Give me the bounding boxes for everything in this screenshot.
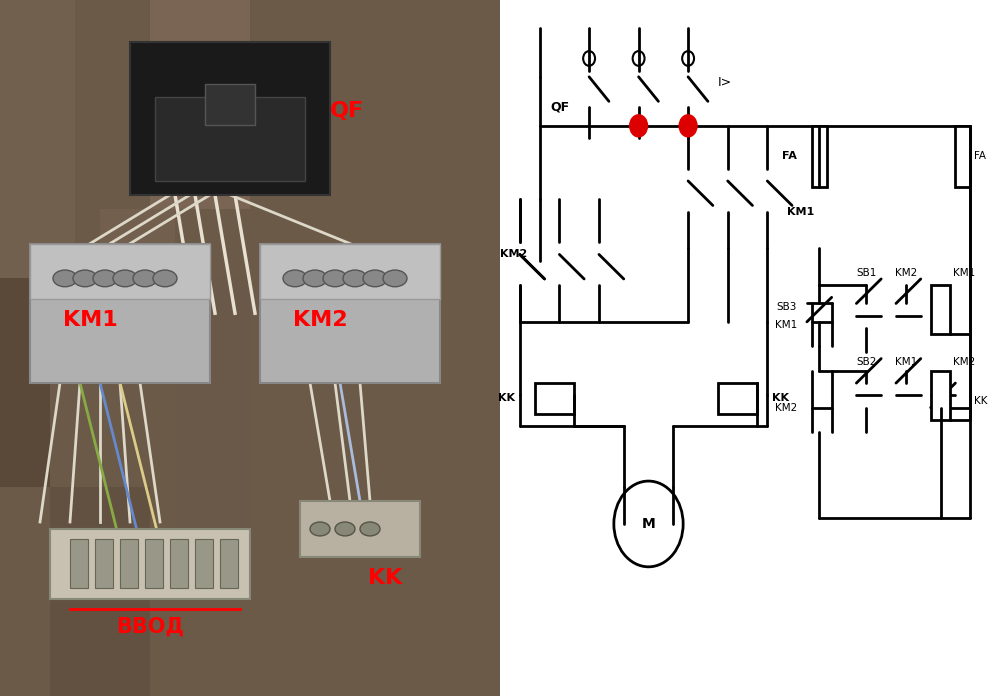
Text: SB2: SB2 bbox=[856, 356, 876, 367]
Bar bbox=[130, 42, 330, 195]
Circle shape bbox=[93, 270, 117, 287]
Bar bbox=[100, 209, 175, 348]
Circle shape bbox=[113, 270, 137, 287]
Circle shape bbox=[383, 270, 407, 287]
Bar bbox=[50, 487, 150, 696]
Circle shape bbox=[363, 270, 387, 287]
Text: SB1: SB1 bbox=[856, 268, 876, 278]
Ellipse shape bbox=[630, 115, 648, 137]
Text: KM2: KM2 bbox=[293, 310, 347, 330]
Text: KM1: KM1 bbox=[63, 310, 117, 330]
Text: I>: I> bbox=[718, 77, 732, 90]
Bar bbox=[70, 539, 88, 588]
Circle shape bbox=[303, 270, 327, 287]
Bar bbox=[145, 539, 163, 588]
Bar bbox=[260, 244, 440, 299]
Circle shape bbox=[310, 522, 330, 536]
Bar bbox=[0, 0, 75, 278]
Bar bbox=[931, 371, 950, 420]
Bar bbox=[30, 244, 210, 383]
Circle shape bbox=[153, 270, 177, 287]
Text: FA: FA bbox=[974, 152, 986, 161]
Circle shape bbox=[343, 270, 367, 287]
Ellipse shape bbox=[679, 115, 697, 137]
Bar bbox=[155, 97, 305, 181]
Circle shape bbox=[323, 270, 347, 287]
Circle shape bbox=[335, 522, 355, 536]
Text: QF: QF bbox=[550, 101, 569, 114]
Circle shape bbox=[360, 522, 380, 536]
Text: KK: KK bbox=[368, 568, 402, 587]
Bar bbox=[50, 529, 250, 599]
Circle shape bbox=[283, 270, 307, 287]
Circle shape bbox=[133, 270, 157, 287]
Bar bbox=[175, 278, 250, 557]
Bar bbox=[150, 0, 250, 209]
Text: M: M bbox=[642, 517, 655, 531]
Bar bbox=[205, 84, 255, 125]
Bar bbox=[95, 539, 113, 588]
Circle shape bbox=[73, 270, 97, 287]
Text: KM2: KM2 bbox=[895, 268, 917, 278]
Bar bbox=[0, 278, 50, 487]
Bar bbox=[535, 383, 574, 413]
Text: QF: QF bbox=[330, 102, 364, 121]
Text: KM2: KM2 bbox=[775, 402, 797, 413]
Circle shape bbox=[53, 270, 77, 287]
Text: KM2: KM2 bbox=[953, 356, 975, 367]
Bar bbox=[812, 126, 827, 187]
Text: ВВОД: ВВОД bbox=[116, 617, 184, 636]
Bar bbox=[955, 126, 970, 187]
Text: KK: KK bbox=[772, 393, 789, 404]
Bar bbox=[120, 539, 138, 588]
Bar bbox=[500, 0, 1000, 696]
Bar bbox=[170, 539, 188, 588]
Text: KM1: KM1 bbox=[775, 320, 797, 330]
Bar bbox=[931, 285, 950, 334]
Text: KM1: KM1 bbox=[787, 207, 814, 216]
Bar bbox=[30, 244, 210, 299]
Bar bbox=[0, 0, 500, 696]
Bar bbox=[260, 244, 440, 383]
Text: KK: KK bbox=[974, 397, 987, 406]
Text: KM1: KM1 bbox=[953, 268, 975, 278]
Text: SB3: SB3 bbox=[777, 301, 797, 312]
Bar bbox=[220, 539, 238, 588]
Text: KK: KK bbox=[498, 393, 515, 404]
Bar bbox=[300, 501, 420, 557]
Text: FA: FA bbox=[782, 152, 797, 161]
Text: KM2: KM2 bbox=[500, 249, 527, 260]
Bar bbox=[195, 539, 213, 588]
Bar bbox=[718, 383, 757, 413]
Text: KM1: KM1 bbox=[895, 356, 917, 367]
